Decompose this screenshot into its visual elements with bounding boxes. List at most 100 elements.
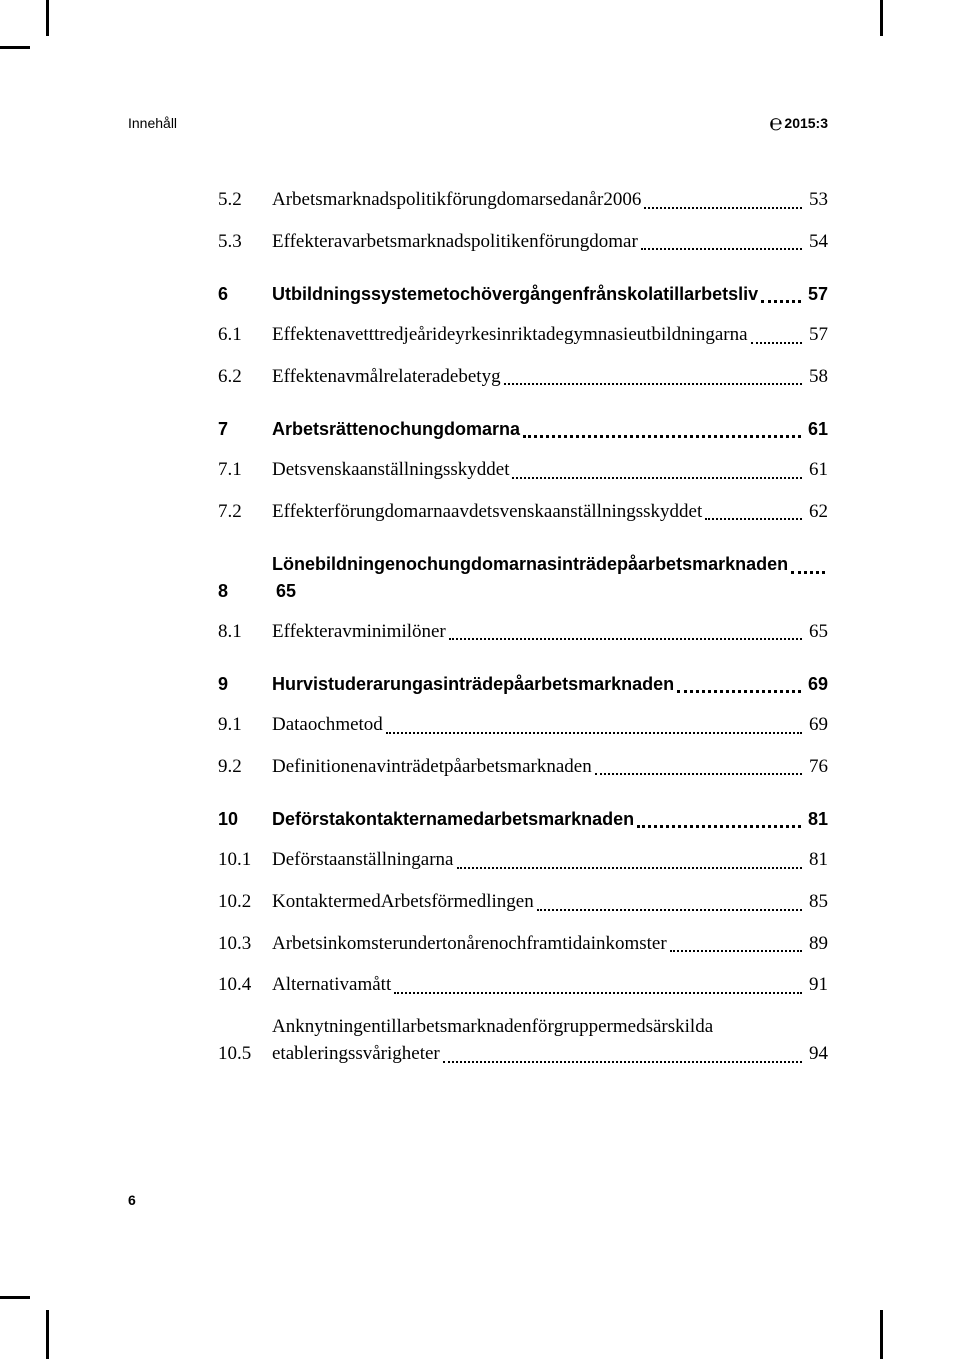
toc-chapter: 9Hur vi studerar ungas inträde på arbets…: [218, 671, 828, 697]
toc-entry-title-word: Arbetsmarknadspolitik: [272, 186, 446, 214]
toc-entry-title-word: arbetsmarknaden: [402, 1013, 532, 1041]
toc-leader-dots: [443, 1061, 802, 1063]
toc-entry-title-word: inträde: [557, 551, 617, 577]
toc-leader-dots: [512, 477, 802, 479]
toc-leader-dots: [670, 950, 802, 952]
toc-entry-page: 69: [804, 671, 828, 697]
toc-leader-dots: [449, 638, 802, 640]
toc-entry-body: Definitionen av inträdet på arbetsmarkna…: [272, 753, 828, 781]
toc-entry-title-word: det: [469, 498, 492, 526]
toc-entry-title-word: Data: [272, 711, 308, 739]
toc-entry-title-word: Arbetsinkomster: [272, 930, 399, 958]
toc-entry-title-word: för: [539, 228, 561, 256]
toc-entry-page: 65: [805, 618, 828, 646]
running-head-right: ℮2015:3: [769, 110, 828, 136]
toc-section: 9.2Definitionen av inträdet på arbetsmar…: [218, 753, 828, 781]
crop-mark: [46, 1310, 49, 1359]
toc-section: 10.2Kontakter med Arbetsförmedlingen85: [218, 888, 828, 916]
toc-entry-title-word: mått: [357, 971, 391, 999]
toc-entry-title-word: första: [295, 806, 345, 832]
toc-entry-title-word: och: [379, 416, 411, 442]
toc-entry-title-word: från: [583, 281, 617, 307]
toc-entry-number: 5.2: [218, 186, 272, 214]
toc-entry-body: Lönebildningen och ungdomarnas inträde p…: [272, 551, 828, 603]
toc-leader-dots: [641, 248, 802, 250]
toc-chapter: 8Lönebildningen och ungdomarnas inträde …: [218, 551, 828, 603]
toc-leader-dots: [523, 435, 801, 438]
toc-entry-title-word: kontakterna: [345, 806, 447, 832]
toc-entry-title-word: gymnasieutbildningarna: [564, 321, 748, 349]
toc-entry-page: 61: [804, 416, 828, 442]
toc-entry-title-word: Effekten: [272, 363, 337, 391]
toc-leader-dots: [791, 571, 825, 574]
crop-mark: [46, 0, 49, 36]
toc-entry-title-word: inträde: [443, 671, 503, 697]
toc-entry-page: 62: [805, 498, 828, 526]
toc-chapter: 7Arbetsrätten och ungdomarna61: [218, 416, 828, 442]
toc-chapter: 10De första kontakterna med arbetsmarkna…: [218, 806, 828, 832]
issue-number: 2015:3: [784, 115, 828, 131]
toc-entry-body: Effekten av ett tredje år i de yrkesinri…: [272, 321, 828, 349]
toc-leader-dots: [595, 773, 802, 775]
toc-entry-number: 5.3: [218, 228, 272, 256]
toc-entry-body: Effekten av målrelaterade betyg58: [272, 363, 828, 391]
toc-entry-title-word: av: [334, 228, 352, 256]
toc-entry-title-word: första: [294, 846, 337, 874]
toc-entry-title-word: målrelaterade: [355, 363, 458, 391]
toc-entry-body: De första anställningarna81: [272, 846, 828, 874]
toc-entry-title-word: ungdomarnas: [438, 551, 557, 577]
toc-entry-title-word: Arbetsförmedlingen: [381, 888, 534, 916]
toc-entry-body: Arbetsinkomster under tonåren och framti…: [272, 930, 828, 958]
toc-entry-page: 57: [804, 281, 828, 307]
toc-entry-body: Arbetsrätten och ungdomarna61: [272, 416, 828, 442]
toc-leader-dots: [644, 207, 802, 209]
crop-mark: [880, 1310, 883, 1359]
toc-entry-number: 6.1: [218, 321, 272, 349]
toc-entry-title-word: de: [437, 321, 455, 349]
toc-entry-title-word: De: [272, 846, 294, 874]
crop-mark: [0, 1296, 30, 1299]
toc-entry-number: 10.1: [218, 846, 272, 874]
toc-section: 8.1Effekter av minimilöner65: [218, 618, 828, 646]
toc-entry-title-word: på: [444, 753, 462, 781]
toc-entry-title-word: av: [337, 321, 355, 349]
toc-entry-title-word: ungdomar: [468, 186, 545, 214]
toc-entry-title-word: anställningsskyddet: [552, 498, 702, 526]
toc-leader-dots: [637, 825, 801, 828]
toc-section: 6.2Effekten av målrelaterade betyg58: [218, 363, 828, 391]
toc-entry-title-word: ungas: [390, 671, 443, 697]
toc-entry-number: 10: [218, 806, 272, 832]
toc-entry-number: 10.4: [218, 971, 272, 999]
toc-entry-title-word: yrkesinriktade: [455, 321, 564, 349]
toc-entry-title-word: etableringssvårigheter: [272, 1040, 440, 1068]
toc-entry-title-word: betyg: [458, 363, 500, 391]
toc-entry-title-word: anställningsskyddet: [360, 456, 510, 484]
toc-entry-title-word: arbetsliv: [684, 281, 758, 307]
toc-entry-title-word: år: [417, 321, 432, 349]
toc-entry-page: 81: [804, 806, 828, 832]
toc-entry-title-word: arbetsmarknadspolitiken: [352, 228, 539, 256]
toc-entry-body: Effekter av minimilöner65: [272, 618, 828, 646]
toc-entry-title-word: Lönebildningen: [272, 551, 406, 577]
toc-entry-body: Alternativa mått91: [272, 971, 828, 999]
toc-entry-title-word: av: [451, 498, 469, 526]
toc-entry-title-word: Kontakter: [272, 888, 348, 916]
toc-entry-title-word: inkomster: [591, 930, 667, 958]
toc-entry-title-word: tonåren: [442, 930, 499, 958]
toc-entry-title-word: Hur: [272, 671, 303, 697]
toc-entry-page: 81: [805, 846, 828, 874]
toc-section: 7.1Det svenska anställningsskyddet61: [218, 456, 828, 484]
toc-entry-number: 7.1: [218, 456, 272, 484]
toc-entry-title-word: minimilöner: [352, 618, 446, 646]
toc-entry-number: 10.3: [218, 930, 272, 958]
toc-entry-body: Utbildningssystemet och övergången från …: [272, 281, 828, 307]
toc-entry-title-word: år: [589, 186, 604, 214]
toc-entry-title-word: inträdet: [386, 753, 444, 781]
toc-section: 10.5Anknytningen till arbetsmarknaden fö…: [218, 1013, 828, 1068]
toc-entry-number: 8: [218, 578, 272, 604]
toc-entry-body: Effekter av arbetsmarknadspolitiken för …: [272, 228, 828, 256]
toc-entry-page: 69: [805, 711, 828, 739]
toc-entry-page: 91: [805, 971, 828, 999]
toc-section: 10.4Alternativa mått91: [218, 971, 828, 999]
toc-entry-title-word: arbetsmarknaden: [484, 806, 634, 832]
